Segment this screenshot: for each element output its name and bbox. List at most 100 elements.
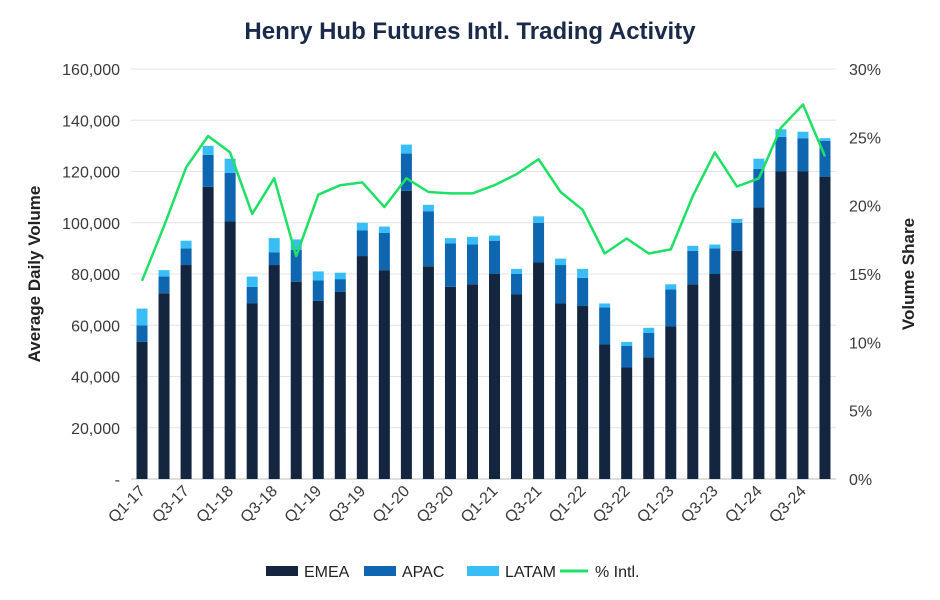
bar-emea [687, 284, 699, 479]
line-intl-share [140, 103, 827, 282]
bar-apac [775, 136, 787, 172]
legend-label-apac: APAC [402, 564, 444, 581]
bar-apac [180, 248, 192, 266]
bar-emea [709, 274, 721, 479]
x-tick-label: Q3-18 [238, 483, 282, 527]
bar-apac [268, 252, 280, 266]
bar-apac [466, 244, 478, 285]
bar-apac [290, 249, 302, 282]
x-tick-label: Q3-17 [149, 483, 193, 527]
bar-apac [533, 222, 545, 263]
x-tick-label: Q1-23 [634, 483, 678, 527]
bar-apac [356, 230, 368, 257]
bar-emea [489, 274, 501, 479]
bar-apac [797, 138, 809, 172]
bar-apac [136, 325, 148, 342]
bar-latam [466, 236, 478, 245]
y2-tick-label: 0% [849, 472, 872, 489]
bar-emea [819, 176, 831, 479]
bar-latam [224, 158, 236, 173]
bar-emea [224, 221, 236, 479]
legend-label--intl-: % Intl. [595, 564, 639, 581]
bar-apac [687, 250, 699, 285]
bar-latam [555, 258, 567, 266]
x-axis-ticks: Q1-17 Q3-17 Q1-18 Q3-18 Q1-19 Q3-19 Q1-20 Q3-20… [105, 483, 809, 527]
bar-emea [312, 300, 324, 479]
bar-apac [444, 243, 456, 287]
legend-swatch-latam [467, 566, 499, 576]
chart-title: Henry Hub Futures Intl. Trading Activity [244, 18, 696, 45]
bar-latam [687, 245, 699, 251]
y-tick-label: 100,000 [62, 216, 120, 233]
bar-emea [599, 344, 611, 479]
legend: EMEA APAC LATAM % Intl. [266, 564, 639, 581]
bar-emea [533, 262, 545, 479]
bar-apac [731, 222, 743, 251]
x-tick-label: Q1-20 [370, 483, 414, 527]
bar-emea [158, 293, 170, 479]
bar-apac [599, 307, 611, 345]
legend-swatch-apac [364, 566, 396, 576]
bar-emea [643, 357, 655, 479]
legend-label-emea: EMEA [304, 564, 350, 581]
bar-emea [753, 207, 765, 479]
bar-emea [797, 171, 809, 479]
bar-latam [400, 144, 412, 154]
bar-latam [643, 327, 655, 333]
bar-emea [334, 291, 346, 479]
y2-axis-ticks: 0% 5% 10% 15% 20% 25% 30% [849, 62, 881, 489]
y2-tick-label: 10% [849, 335, 881, 352]
bar-emea [444, 286, 456, 479]
y-tick-label: 160,000 [62, 62, 120, 79]
bar-latam [422, 204, 434, 212]
bar-emea [466, 284, 478, 479]
bar-emea [356, 256, 368, 479]
bar-emea [555, 303, 567, 479]
bar-latam [621, 341, 633, 346]
bar-latam [819, 138, 831, 141]
bar-latam [731, 218, 743, 223]
bar-emea [180, 265, 192, 479]
bar-apac [224, 172, 236, 222]
bar-emea [511, 294, 523, 479]
bar-apac [753, 168, 765, 208]
bar-latam [158, 270, 170, 277]
x-tick-label: Q3-22 [590, 483, 634, 527]
bar-latam [753, 158, 765, 169]
bar-apac [422, 211, 434, 267]
y-tick-label: 120,000 [62, 165, 120, 182]
bars [136, 129, 831, 479]
legend-label-latam: LATAM [505, 564, 556, 581]
bar-apac [202, 154, 214, 187]
bar-latam [709, 244, 721, 249]
x-tick-label: Q1-18 [194, 483, 238, 527]
bar-latam [444, 238, 456, 244]
bar-emea [621, 367, 633, 479]
bar-latam [246, 276, 258, 287]
bar-latam [136, 308, 148, 326]
bar-latam [356, 222, 368, 231]
bar-apac [511, 274, 523, 295]
bar-apac [621, 345, 633, 368]
bar-apac [555, 265, 567, 304]
y-tick-label: 20,000 [71, 421, 120, 438]
bar-emea [731, 250, 743, 479]
bar-emea [202, 186, 214, 479]
bar-emea [422, 266, 434, 479]
bar-latam [577, 268, 589, 278]
y-tick-label: 80,000 [71, 267, 120, 284]
bar-latam [599, 303, 611, 308]
bar-latam [797, 131, 809, 139]
x-tick-label: Q3-23 [678, 483, 722, 527]
bar-latam [665, 284, 677, 290]
y-axis-ticks: - 20,000 40,000 60,000 80,000 100,000 120,000 1… [62, 62, 120, 489]
bar-emea [577, 306, 589, 479]
y2-tick-label: 20% [849, 199, 881, 216]
bar-emea [775, 171, 787, 479]
bar-apac [158, 276, 170, 294]
bar-apac [400, 153, 412, 191]
bar-latam [290, 239, 302, 250]
bar-latam [268, 238, 280, 253]
